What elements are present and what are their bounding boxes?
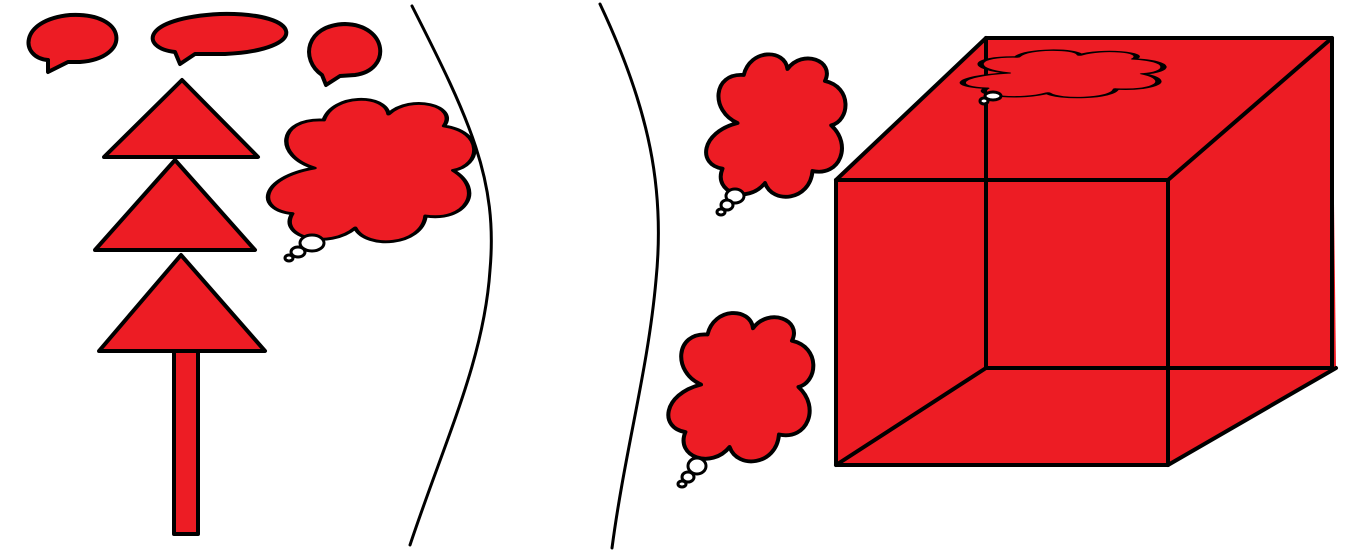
curve-divider-right — [598, 2, 660, 550]
cube-icon — [834, 36, 1338, 467]
thought-cloud-4-tail — [978, 90, 1003, 106]
tree-tier-bottom — [97, 253, 267, 353]
speech-bubble-1 — [26, 12, 119, 74]
speech-bubble-3 — [307, 22, 383, 87]
thought-cloud-1 — [268, 99, 474, 241]
speech-bubble-2 — [150, 11, 289, 66]
thought-cloud-2-tail — [715, 187, 746, 217]
thought-cloud-2 — [704, 52, 848, 199]
tree-icon — [93, 78, 267, 536]
cube-back-face — [984, 36, 1334, 370]
tree-tier-top — [102, 78, 260, 159]
thought-cloud-3-tail — [676, 456, 708, 489]
curve-divider-left — [408, 4, 493, 547]
tree-trunk — [172, 348, 200, 536]
thought-cloud-3 — [668, 313, 813, 461]
thought-cloud-1-tail — [283, 233, 326, 263]
tree-tier-middle — [93, 158, 257, 252]
